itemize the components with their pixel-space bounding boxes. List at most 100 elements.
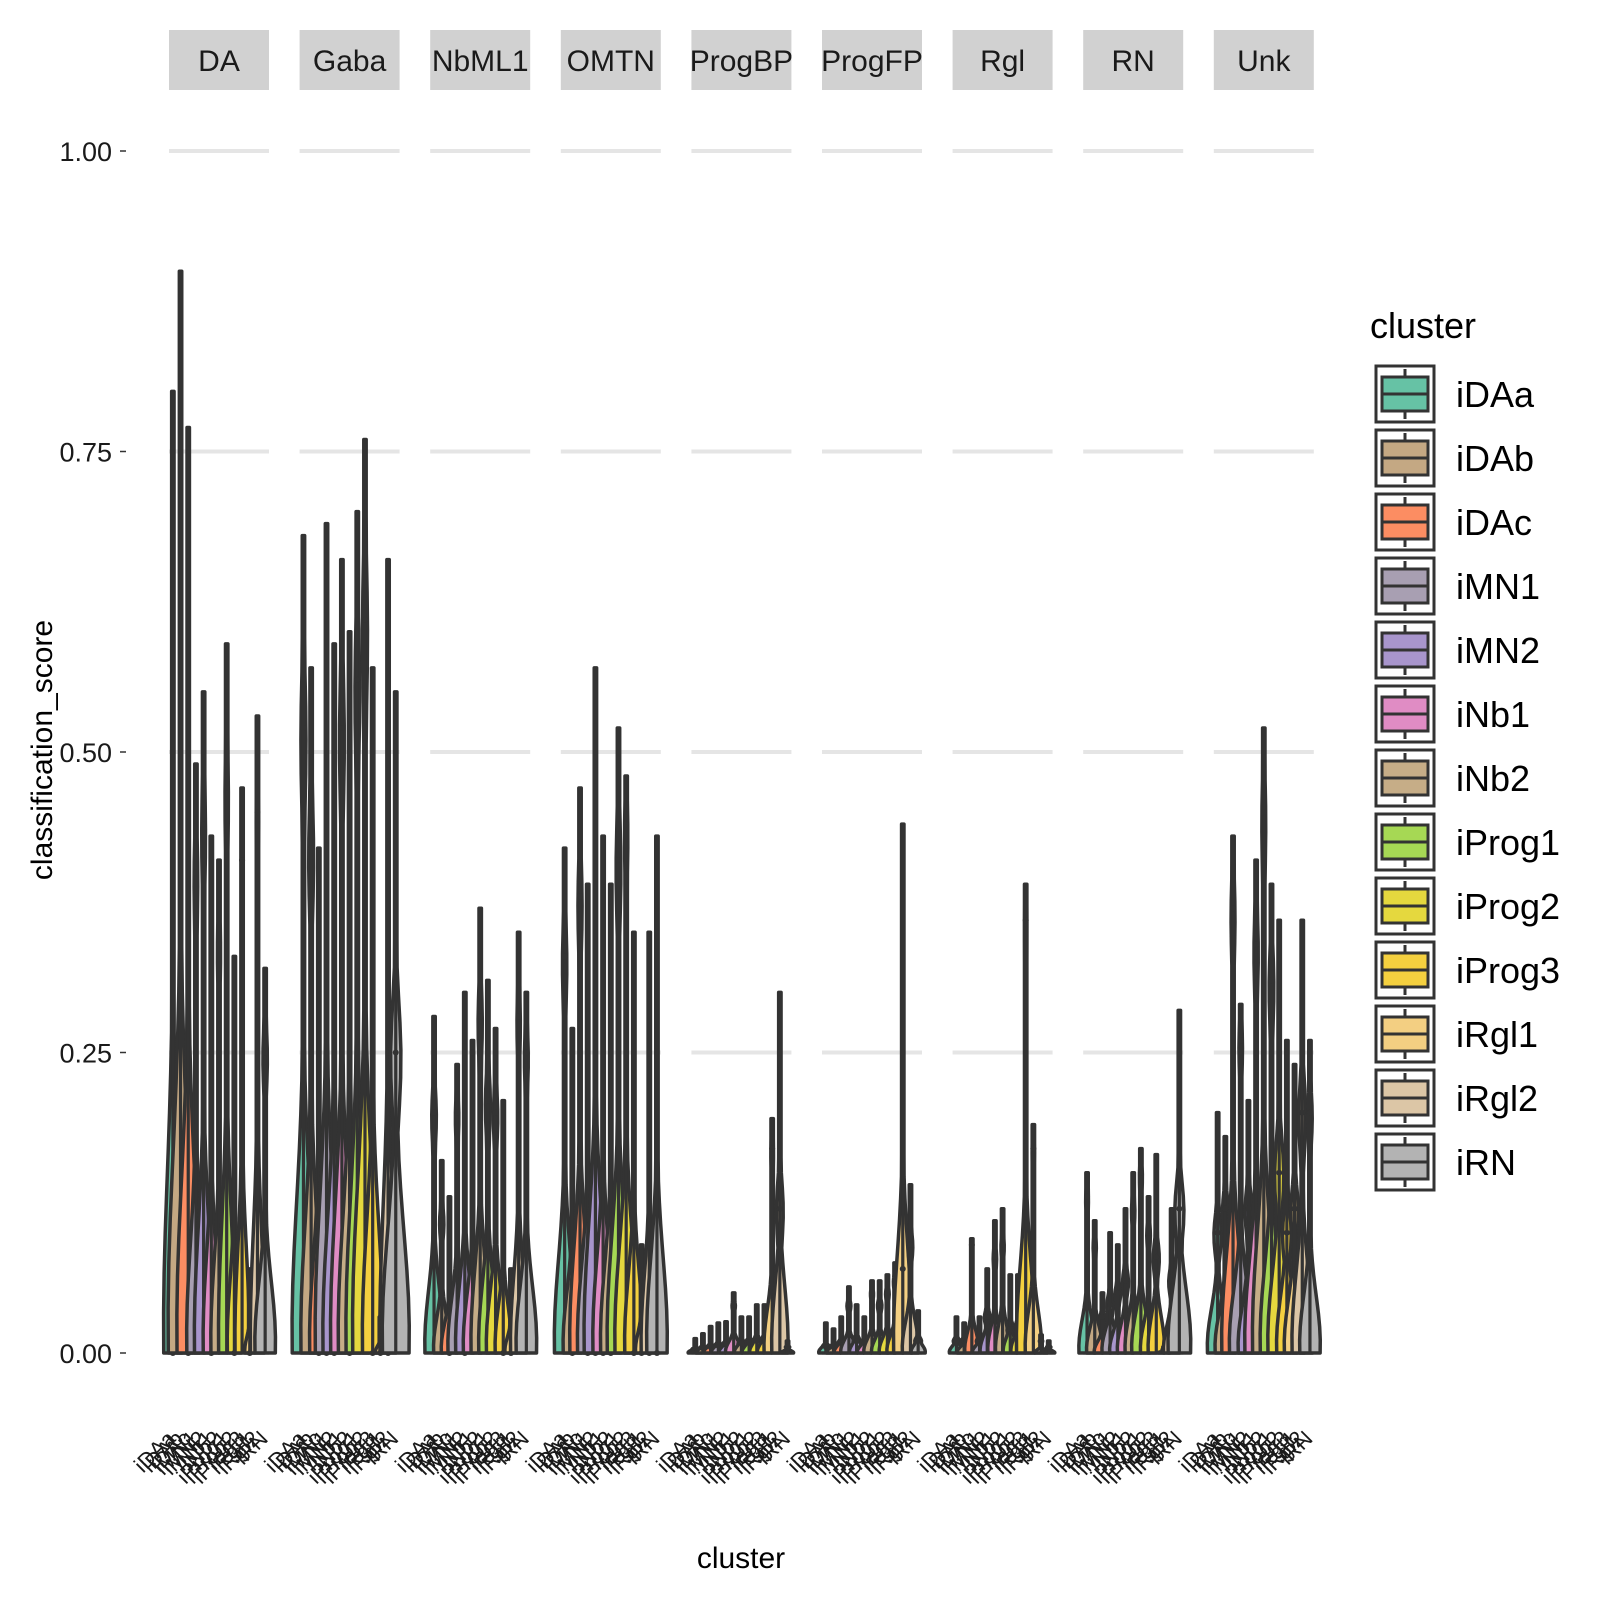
violin-median-point xyxy=(308,845,315,852)
violin-median-point xyxy=(915,1337,922,1344)
violin-median-point xyxy=(361,616,368,623)
legend-item-label: iRgl2 xyxy=(1456,1078,1538,1119)
facet-strip-bg xyxy=(169,30,269,90)
facet-strip-bg xyxy=(691,30,792,90)
facet-strip-bg xyxy=(1213,30,1314,90)
legend-item-label: iRgl1 xyxy=(1456,1014,1538,1055)
facet-violins-nbml1 xyxy=(423,906,539,1356)
violin-median-point xyxy=(200,821,207,828)
violin-median-point xyxy=(845,1301,852,1308)
violin-median-point xyxy=(338,724,345,731)
facet-strip-label: NbML1 xyxy=(432,45,529,78)
violin-median-point xyxy=(1045,1343,1052,1350)
violin-median-point xyxy=(1153,1253,1160,1260)
facet-violins-omtn xyxy=(552,666,670,1356)
facet-strip-label: OMTN xyxy=(567,45,655,78)
facet-strip-bg xyxy=(430,30,531,90)
violin-median-point xyxy=(730,1301,737,1308)
violin-median-point xyxy=(753,1337,760,1344)
x-category-labels-rgl: iDAaiDAbiDAciMN1iMN2iNb1iNb2iProg1iProg2… xyxy=(913,1425,1057,1488)
facet-strip-label: ProgBP xyxy=(690,45,793,78)
facet-strip-progbp: ProgBP xyxy=(690,30,793,90)
x-category-labels-progbp: iDAaiDAbiDAciMN1iMN2iNb1iNb2iProg1iProg2… xyxy=(651,1425,795,1488)
legend-item-imn2: iMN2 xyxy=(1374,620,1540,680)
violin-median-point xyxy=(869,1289,875,1296)
violin-median-point xyxy=(1114,1289,1121,1296)
violin-layer xyxy=(161,269,1323,1356)
violin-median-point xyxy=(239,857,246,864)
violin-median-point xyxy=(1145,1229,1152,1236)
violin-median-point xyxy=(1122,1277,1129,1284)
violin-median-point xyxy=(515,1013,522,1020)
violin-median-point xyxy=(300,724,307,731)
x-category-labels-nbml1: iDAaiDAbiDAciMN1iMN2iNb1iNb2iProg1iProg2… xyxy=(390,1425,534,1488)
facet-strip-bg xyxy=(822,30,922,90)
legend-item-idab: iDAb xyxy=(1374,428,1534,488)
violin-median-point xyxy=(623,821,630,828)
violin-median-point xyxy=(999,1241,1006,1248)
x-category-labels-unk: iDAaiDAbiDAciMN1iMN2iNb1iNb2iProg1iProg2… xyxy=(1174,1425,1318,1488)
facet-violins-da xyxy=(161,269,278,1356)
facet-strip-bg xyxy=(560,30,661,90)
violin-median-point xyxy=(1130,1205,1137,1212)
violin-median-point xyxy=(1299,1109,1306,1116)
facet-strip-rgl: Rgl xyxy=(952,30,1053,90)
violin-median-point xyxy=(192,869,199,876)
violin-median-point xyxy=(1245,1205,1252,1212)
x-category-labels-da: iDAaiDAbiDAciMN1iMN2iNb1iNb2iProg1iProg2… xyxy=(129,1425,273,1488)
violin-median-point xyxy=(991,1253,998,1260)
violin-median-point xyxy=(746,1339,753,1346)
facet-strip-bg xyxy=(299,30,400,90)
facet-strip-nbml1: NbML1 xyxy=(430,30,531,90)
facet-strip-gaba: Gaba xyxy=(299,30,400,90)
legend-item-irn: iRN xyxy=(1374,1132,1516,1192)
x-category-labels-gaba: iDAaiDAbiDAciMN1iMN2iNb1iNb2iProg1iProg2… xyxy=(260,1425,404,1488)
x-category-labels-progfp: iDAaiDAbiDAciMN1iMN2iNb1iNb2iProg1iProg2… xyxy=(782,1425,926,1488)
legend-item-label: iNb1 xyxy=(1456,694,1530,735)
legend-item-label: iProg2 xyxy=(1456,886,1560,927)
violin-median-point xyxy=(853,1337,860,1344)
x-category-labels-omtn: iDAaiDAbiDAciMN1iMN2iNb1iNb2iProg1iProg2… xyxy=(521,1425,665,1488)
violin-median-point xyxy=(492,1109,499,1116)
facet-strip-label: Unk xyxy=(1237,45,1291,78)
facet-strip-progfp: ProgFP xyxy=(822,30,922,90)
facet-strip-unk: Unk xyxy=(1213,30,1314,90)
violin-median-point xyxy=(1099,1313,1106,1320)
facet-violins-rn xyxy=(1077,1008,1193,1355)
x-axis-title: cluster xyxy=(697,1542,785,1575)
violin-median-point xyxy=(1107,1301,1114,1308)
violin-median-point xyxy=(1237,1037,1244,1044)
facet-strips: DA Gaba NbML1 OMTN ProgBP ProgFP Rgl RN Unk xyxy=(169,30,1314,90)
facet-strip-da: DA xyxy=(169,30,269,90)
y-tick-label: 1.00 xyxy=(59,137,112,167)
legend-item-label: iDAc xyxy=(1456,502,1532,543)
violin-median-point xyxy=(784,1343,791,1350)
legend-item-label: iProg3 xyxy=(1456,950,1560,991)
violin-median-point xyxy=(262,1049,269,1056)
facet-violins-unk xyxy=(1205,726,1323,1355)
facet-strip-label: Gaba xyxy=(313,45,387,78)
violin-median-point xyxy=(907,1241,914,1248)
violin-median-point xyxy=(1038,1337,1045,1344)
violin-median-point xyxy=(438,1217,445,1224)
facet-strip-bg xyxy=(1083,30,1184,90)
legend-item-iprog2: iProg2 xyxy=(1374,876,1560,936)
y-axis-title: classification_score xyxy=(26,620,59,880)
facet-violins-rgl xyxy=(947,882,1057,1355)
violin-median-point xyxy=(1214,1229,1221,1236)
violin-median-point xyxy=(223,785,230,792)
violin-median-point xyxy=(216,941,222,948)
legend-item-label: iDAb xyxy=(1456,438,1534,479)
facet-strip-rn: RN xyxy=(1083,30,1184,90)
violin-median-point xyxy=(477,1013,484,1020)
violin-median-point xyxy=(876,1301,883,1308)
violin-median-point xyxy=(738,1340,745,1347)
violin-median-point xyxy=(577,893,584,900)
y-tick-label: 0.50 xyxy=(59,738,112,768)
legend-item-label: iDAa xyxy=(1456,374,1535,415)
violin-median-point xyxy=(1091,1241,1098,1248)
facet-strip-label: RN xyxy=(1112,45,1155,78)
violin-median-point xyxy=(1222,1205,1229,1212)
